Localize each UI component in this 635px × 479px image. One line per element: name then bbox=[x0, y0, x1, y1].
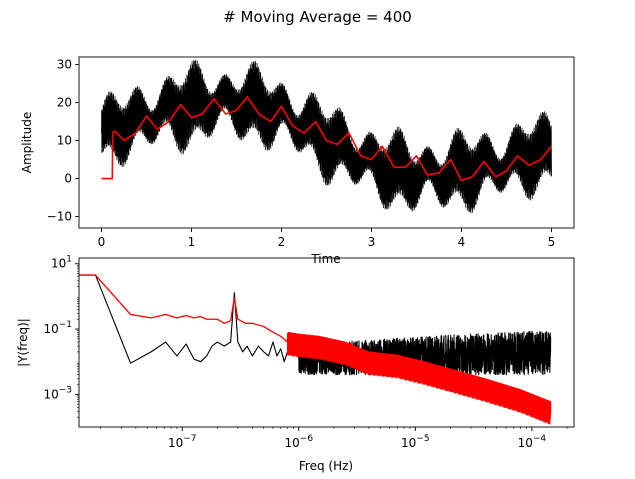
top-y-tick-label: 10 bbox=[57, 134, 72, 148]
bottom-y-tick-label: 10−3 bbox=[43, 385, 72, 401]
top-y-tick-label: 20 bbox=[57, 96, 72, 110]
top-x-ticks: 0 1 2 3 4 5 bbox=[98, 228, 556, 249]
top-x-tick-label: 0 bbox=[98, 235, 106, 249]
bottom-axes-frame bbox=[78, 257, 575, 428]
top-x-axis-label: Time bbox=[310, 252, 340, 266]
bottom-x-tick-label: 10−6 bbox=[285, 434, 314, 450]
top-y-tick-label: −10 bbox=[47, 210, 72, 224]
top-axes-frame bbox=[78, 56, 575, 229]
top-x-tick-label: 4 bbox=[458, 235, 466, 249]
top-x-tick-label: 5 bbox=[548, 235, 556, 249]
figure-title: # Moving Average = 400 bbox=[223, 8, 412, 26]
top-moving-average bbox=[101, 96, 553, 182]
bottom-y-ticks: 101 10−1 10−3 bbox=[43, 255, 79, 418]
top-y-axis-label: Amplitude bbox=[20, 112, 34, 174]
top-chart: 0 1 2 3 4 5 −10 0 10 20 30 Time Amplitude bbox=[20, 56, 575, 266]
top-raw-signal bbox=[101, 59, 552, 214]
top-y-tick-label: 0 bbox=[64, 172, 72, 186]
top-raw-line bbox=[101, 59, 552, 214]
bottom-x-axis-label: Freq (Hz) bbox=[299, 459, 353, 473]
top-x-tick-label: 1 bbox=[188, 235, 196, 249]
top-moving-average-line bbox=[101, 96, 553, 182]
bottom-y-tick-label: 101 bbox=[51, 255, 72, 271]
bottom-moving-average-spectrum-line bbox=[79, 274, 552, 425]
bottom-y-tick-label: 10−1 bbox=[43, 320, 72, 336]
bottom-x-tick-label: 10−5 bbox=[401, 434, 430, 450]
top-x-tick-label: 3 bbox=[368, 235, 376, 249]
top-y-ticks: −10 0 10 20 30 bbox=[47, 58, 79, 224]
bottom-x-tick-label: 10−7 bbox=[168, 434, 197, 450]
top-x-tick-label: 2 bbox=[278, 235, 286, 249]
bottom-x-ticks: 10−7 10−6 10−5 10−4 bbox=[100, 427, 568, 450]
bottom-x-tick-label: 10−4 bbox=[518, 434, 547, 450]
top-y-tick-label: 30 bbox=[57, 58, 72, 72]
bottom-y-axis-label: |Y(freq)| bbox=[16, 318, 30, 367]
bottom-chart: 10−7 10−6 10−5 10−4 101 10−1 10−3 Freq (Hz) |… bbox=[16, 255, 575, 473]
bottom-moving-average-spectrum bbox=[79, 274, 552, 425]
